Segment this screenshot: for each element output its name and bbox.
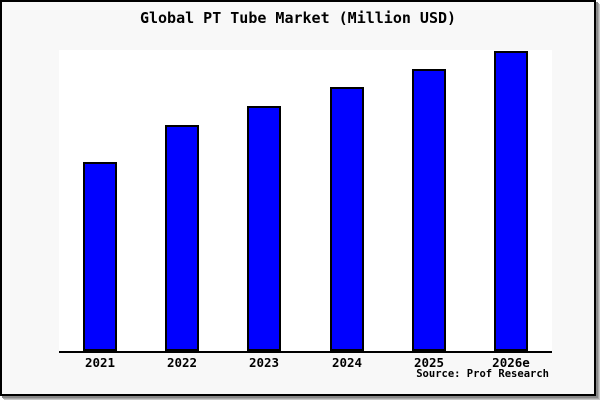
bar-2021 bbox=[83, 162, 117, 351]
plot-area bbox=[59, 50, 552, 353]
x-tick-label-2026e: 2026e bbox=[492, 355, 530, 370]
bar-2023 bbox=[247, 106, 281, 351]
source-credit: Source: Prof Research bbox=[416, 368, 549, 380]
bar-2026e bbox=[494, 51, 528, 351]
x-tick-label-2023: 2023 bbox=[248, 355, 280, 370]
bar-2025 bbox=[412, 69, 446, 351]
chart-title: Global PT Tube Market (Million USD) bbox=[139, 9, 457, 27]
x-tick-label-2021: 2021 bbox=[84, 355, 116, 370]
x-tick-label-2022: 2022 bbox=[166, 355, 198, 370]
x-tick-label-2025: 2025 bbox=[413, 355, 445, 370]
bar-2022 bbox=[165, 125, 199, 351]
x-tick-label-2024: 2024 bbox=[331, 355, 363, 370]
bar-2024 bbox=[330, 87, 364, 351]
